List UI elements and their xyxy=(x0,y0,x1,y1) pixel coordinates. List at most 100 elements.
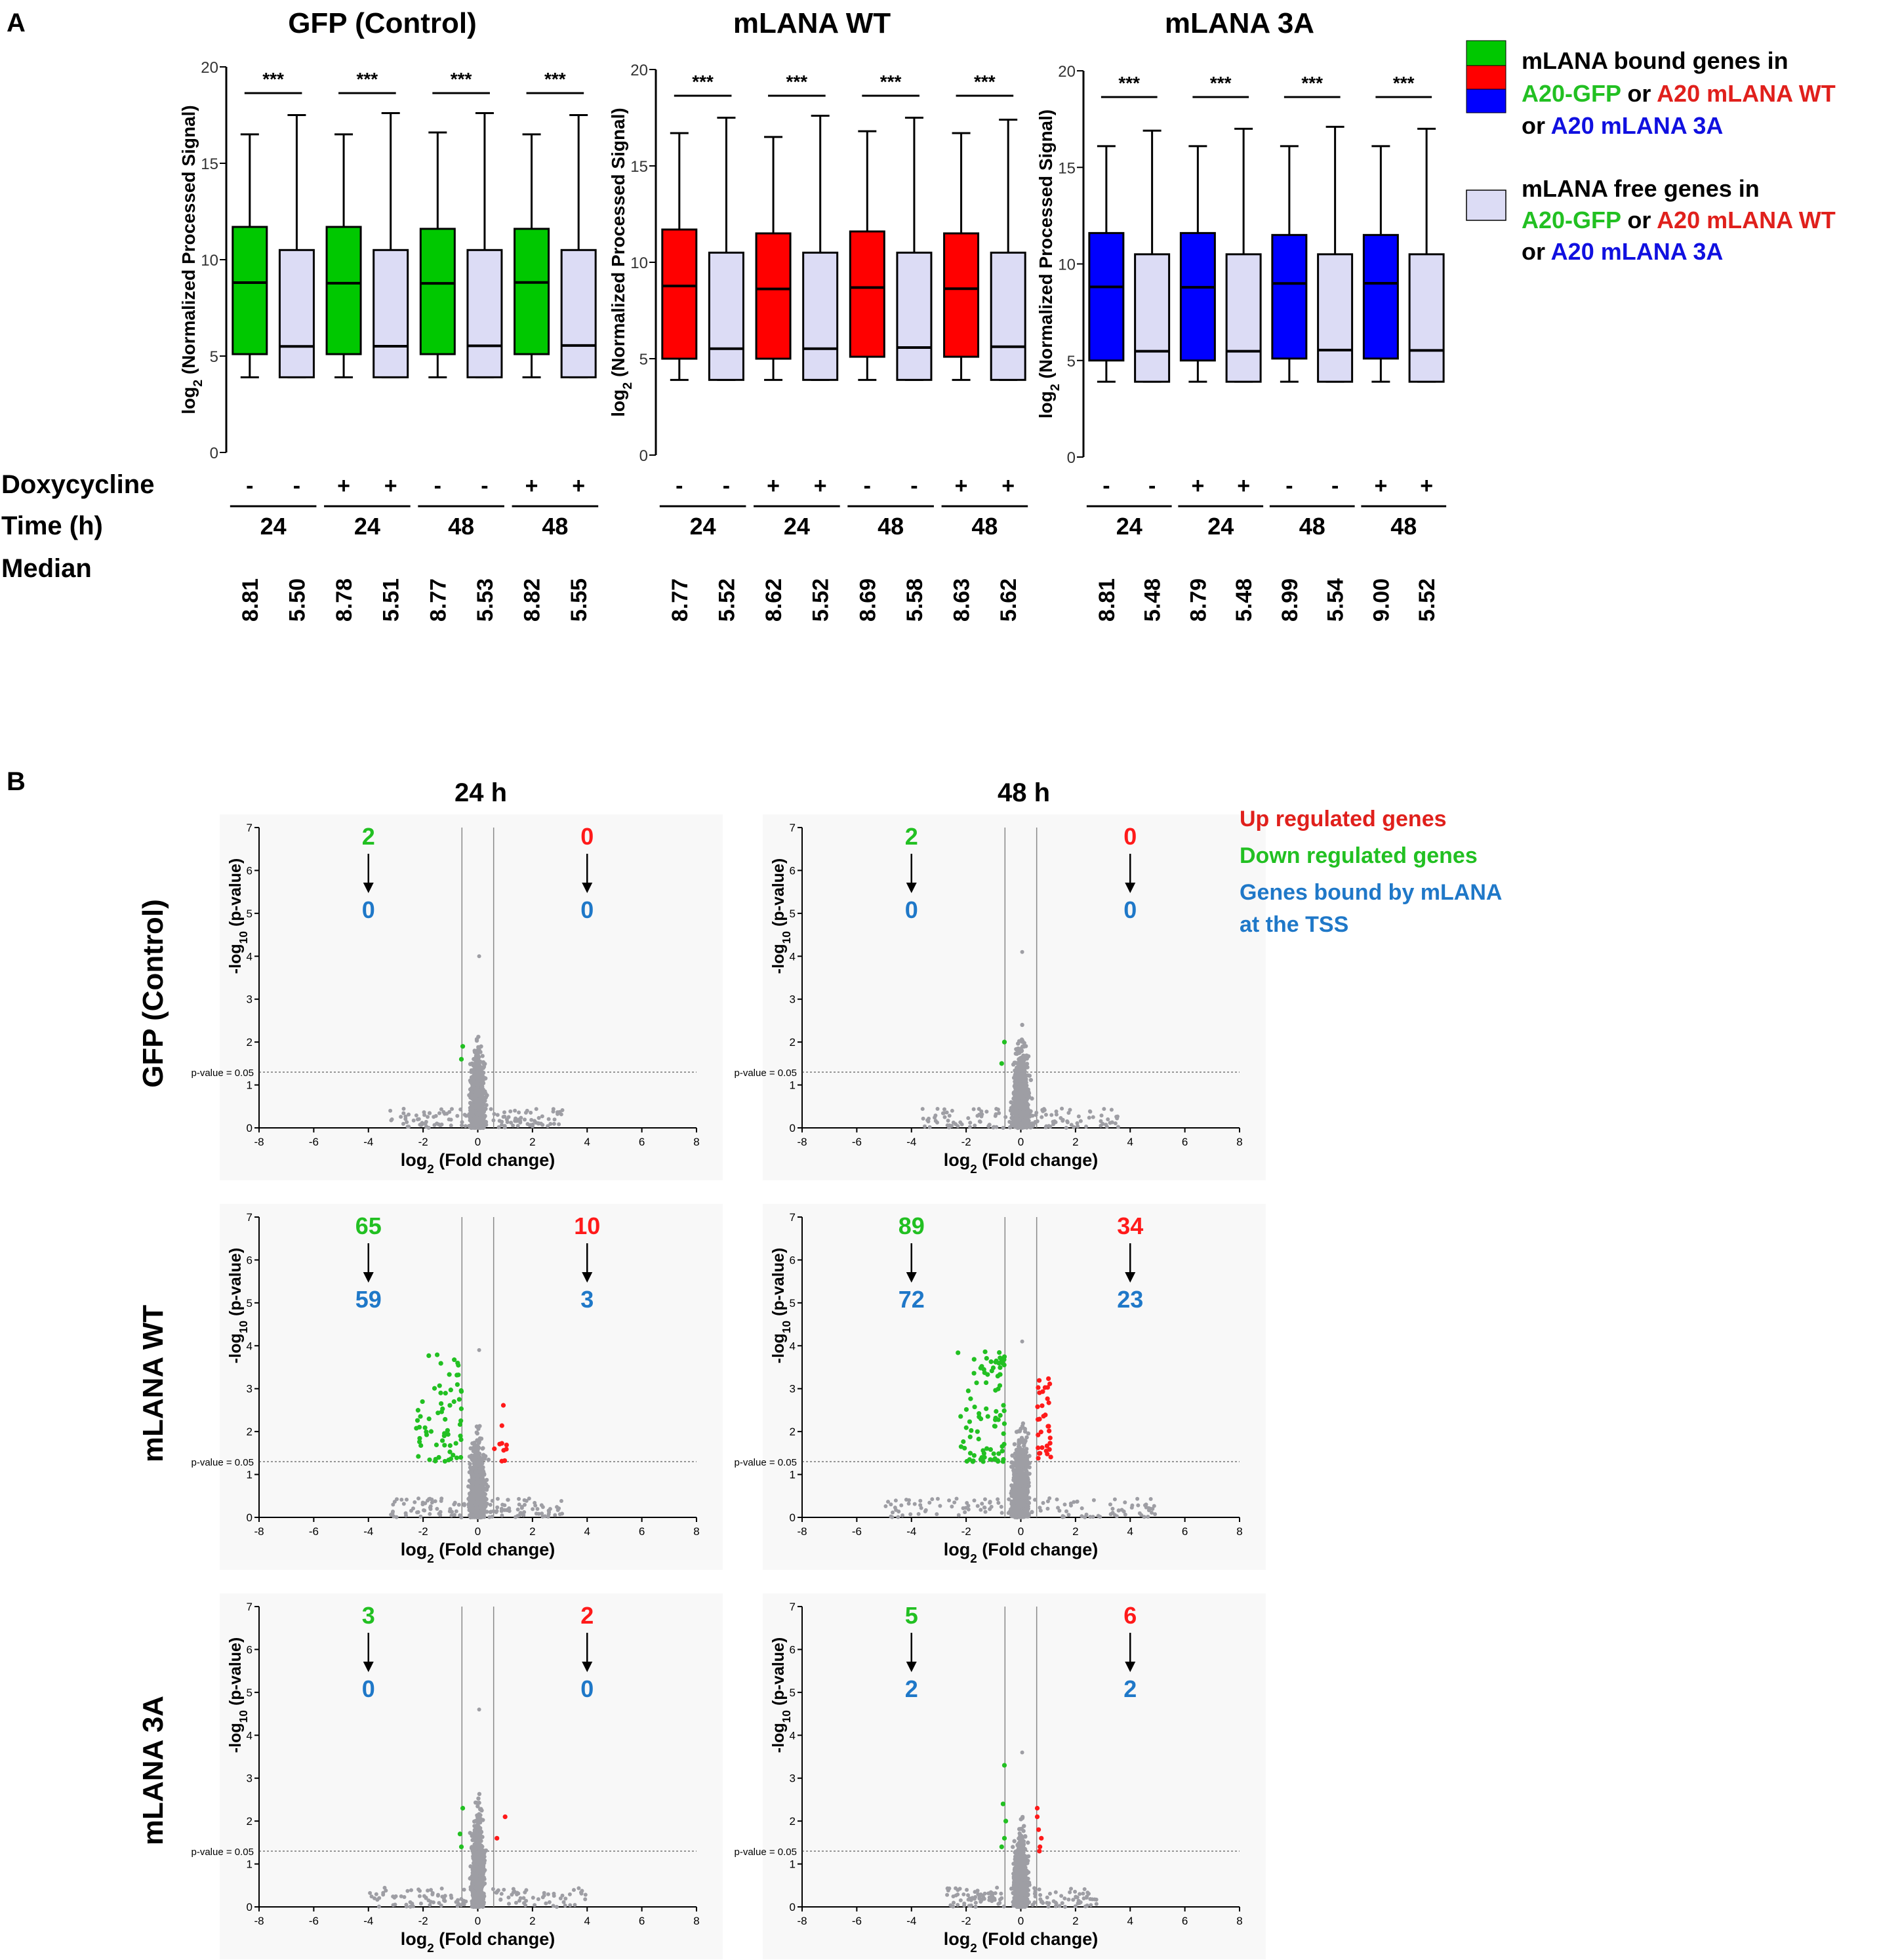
x-axis-label-part-sub: 2 xyxy=(970,1163,977,1176)
time-value: 48 xyxy=(878,513,904,540)
up-count: 34 xyxy=(1117,1212,1143,1239)
gene-point xyxy=(1068,1501,1073,1506)
gene-point xyxy=(474,1480,478,1485)
down-regulated-point xyxy=(969,1428,974,1433)
box-iqr xyxy=(1317,253,1354,383)
x-tick-label: -8 xyxy=(254,1915,264,1927)
gene-point xyxy=(420,1502,425,1507)
box-iqr xyxy=(708,251,744,381)
gene-point xyxy=(952,1500,957,1505)
gene-point xyxy=(522,1502,527,1507)
y-axis-label-part-a: -log xyxy=(226,944,245,974)
gene-point xyxy=(935,1107,940,1111)
gene-point xyxy=(947,1113,952,1118)
gene-point xyxy=(1030,1096,1034,1101)
gene-point xyxy=(449,1513,454,1518)
x-tick-label: 8 xyxy=(693,1915,699,1927)
up-bound-count: 3 xyxy=(580,1286,594,1313)
y-axis-label-part-c: (Normalized Processed Signal) xyxy=(1036,110,1056,384)
gene-point xyxy=(1062,1502,1067,1507)
gene-point xyxy=(1011,1096,1016,1101)
gene-point xyxy=(918,1498,923,1503)
significance-stars: *** xyxy=(786,71,808,92)
gene-point xyxy=(432,1123,437,1127)
gene-point xyxy=(467,1124,472,1129)
box-3 xyxy=(755,136,792,381)
down-regulated-point xyxy=(998,1412,1003,1418)
gene-point xyxy=(415,1117,420,1122)
gene-point xyxy=(523,1117,527,1122)
x-axis-label-part-a: log xyxy=(401,1540,428,1559)
box-iqr xyxy=(1408,253,1445,383)
box-2 xyxy=(1134,129,1171,383)
x-axis-label-part-sub: 2 xyxy=(427,1942,434,1955)
up-regulated-point xyxy=(1036,1445,1041,1450)
median-value: 5.48 xyxy=(1232,578,1257,622)
gene-point xyxy=(1021,1107,1026,1111)
gene-point xyxy=(557,1122,561,1127)
gene-point xyxy=(1009,1460,1014,1465)
gene-point xyxy=(1116,1125,1120,1129)
gene-point xyxy=(509,1121,514,1125)
gene-point xyxy=(399,1115,403,1119)
gene-point xyxy=(1108,1121,1112,1125)
time-value: 24 xyxy=(1207,513,1234,540)
x-tick-label: 4 xyxy=(1127,1136,1133,1148)
gene-point xyxy=(893,1506,897,1510)
gene-point xyxy=(469,1468,474,1472)
down-regulated-point xyxy=(978,1365,983,1370)
y-tick-label: 10 xyxy=(201,252,218,270)
gene-point xyxy=(1007,1119,1012,1124)
gene-point xyxy=(439,1499,443,1504)
gene-point xyxy=(899,1503,904,1508)
gene-point xyxy=(533,1503,538,1508)
gene-point xyxy=(477,954,481,959)
down-regulated-point xyxy=(958,1414,963,1419)
gene-point xyxy=(492,1111,496,1116)
gene-point xyxy=(1024,1435,1029,1440)
gene-point xyxy=(1040,1115,1044,1119)
x-axis-label-part-a: log xyxy=(944,1150,971,1170)
gene-point xyxy=(906,1501,911,1506)
down-regulated-point xyxy=(458,1454,464,1460)
gene-point xyxy=(992,1125,996,1129)
x-tick-label: 8 xyxy=(693,1136,699,1148)
y-tick-label: 2 xyxy=(247,1426,253,1438)
gene-point xyxy=(963,1506,968,1510)
gene-point xyxy=(401,1111,406,1115)
gene-point xyxy=(975,1504,980,1508)
down-regulated-point xyxy=(439,1438,445,1443)
y-tick-label: 3 xyxy=(247,1383,253,1395)
gene-point xyxy=(968,1121,973,1125)
down-regulated-point xyxy=(967,1457,972,1462)
significance-stars: *** xyxy=(1301,73,1323,93)
down-regulated-point xyxy=(426,1353,432,1358)
gene-point xyxy=(1055,1497,1059,1502)
gene-point xyxy=(499,1509,504,1513)
gene-point xyxy=(1075,1499,1080,1504)
gene-point xyxy=(546,1117,551,1121)
gene-point xyxy=(462,1502,466,1506)
gene-point xyxy=(1031,1123,1036,1128)
y-tick-label: 6 xyxy=(790,1254,796,1266)
gene-point xyxy=(904,1497,908,1502)
down-regulated-point xyxy=(982,1454,987,1460)
gene-point xyxy=(552,1117,557,1122)
up-regulated-point xyxy=(504,1442,509,1448)
gene-point xyxy=(982,1497,987,1502)
gene-point xyxy=(1013,1500,1018,1504)
gene-point xyxy=(1091,1115,1095,1119)
gene-point xyxy=(1013,1074,1018,1079)
gene-point xyxy=(1015,1479,1019,1484)
box-1 xyxy=(232,133,268,378)
time-label: Time (h) xyxy=(1,511,103,540)
gene-point xyxy=(1013,1070,1019,1075)
gene-point xyxy=(405,1497,409,1502)
gene-point xyxy=(1007,1125,1013,1130)
gene-point xyxy=(430,1500,434,1505)
panel-b: B 24 h 48 h GFP (Control) mLANA WT mLANA… xyxy=(7,767,1502,1959)
doxycycline-sign: - xyxy=(1285,473,1293,498)
gene-point xyxy=(1113,1121,1118,1126)
down-bound-count: 0 xyxy=(905,896,918,923)
